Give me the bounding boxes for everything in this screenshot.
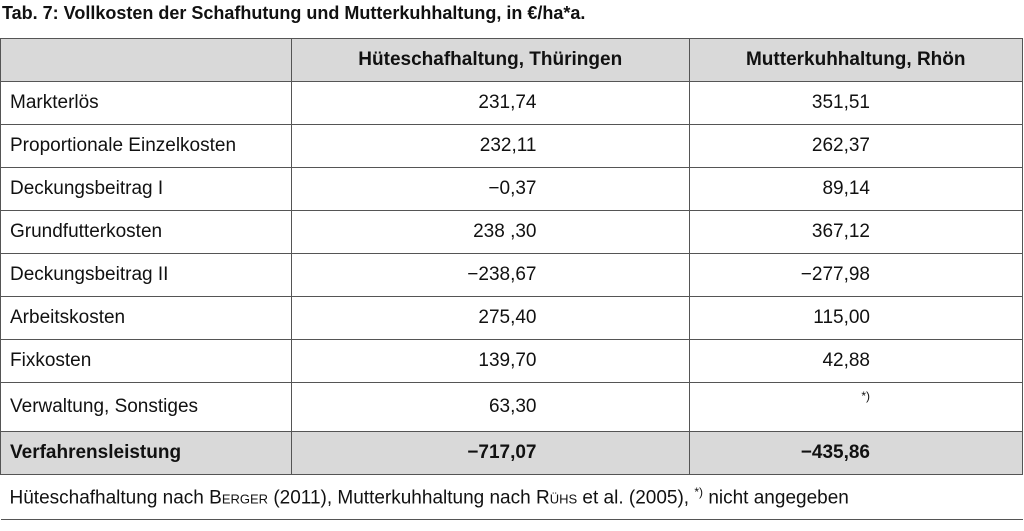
footnote-row: Hüteschafhaltung nach Berger (2011), Mut… (0, 474, 1023, 520)
row-label: Verfahrensleistung (0, 431, 292, 475)
value-cell: 42,88 (688, 339, 1023, 383)
row-label: Markterlös (0, 81, 292, 125)
value-cell: 63,30 (291, 382, 690, 432)
value-cell: 238 ,30 (291, 210, 690, 254)
footnote-part: Hüteschafhaltung nach (9, 487, 210, 509)
footnote-part: et al. (2005), (577, 487, 695, 509)
value-cell: 231,74 (291, 81, 690, 125)
footnote-part: *) (694, 484, 704, 499)
header-cell: Mutterkuhhaltung, Rhön (688, 38, 1023, 82)
value-cell: 262,37 (688, 124, 1023, 168)
value-cell: 275,40 (291, 296, 690, 340)
value-cell: −238,67 (291, 253, 690, 297)
value-cell: 89,14 (688, 167, 1023, 211)
row-label: Deckungsbeitrag I (0, 167, 292, 211)
data-row: Deckungsbeitrag II −238,67 −277,98 (0, 253, 1023, 297)
value-cell: −717,07 (291, 431, 690, 475)
total-row: Verfahrensleistung −717,07 −435,86 (0, 431, 1023, 475)
header-cell: Hüteschafhaltung, Thüringen (291, 38, 690, 82)
data-row: Proportionale Einzelkosten 232,11 262,37 (0, 124, 1023, 168)
value-cell: 232,11 (291, 124, 690, 168)
value-cell: 351,51 (688, 81, 1023, 125)
data-row: Fixkosten 139,70 42,88 (0, 339, 1023, 383)
row-label: Proportionale Einzelkosten (0, 124, 292, 168)
header-cell (0, 38, 292, 82)
footnote: Hüteschafhaltung nach Berger (2011), Mut… (0, 474, 1023, 520)
data-row: Verwaltung, Sonstiges 63,30 *) (0, 382, 1023, 432)
value-cell: 139,70 (291, 339, 690, 383)
row-label: Verwaltung, Sonstiges (0, 382, 292, 432)
value-cell: −0,37 (291, 167, 690, 211)
data-row: Markterlös 231,74 351,51 (0, 81, 1023, 125)
value-cell: −277,98 (688, 253, 1023, 297)
cost-table: Hüteschafhaltung, Thüringen Mutterkuhhalt… (0, 38, 1023, 520)
footnote-part: Berger (209, 487, 269, 509)
data-row: Deckungsbeitrag I −0,37 89,14 (0, 167, 1023, 211)
row-label: Grundfutterkosten (0, 210, 292, 254)
data-row: Grundfutterkosten 238 ,30 367,12 (0, 210, 1023, 254)
value-cell: *) (688, 382, 1023, 432)
data-row: Arbeitskosten 275,40 115,00 (0, 296, 1023, 340)
footnote-part: nicht angegeben (703, 487, 849, 509)
table-title: Tab. 7: Vollkosten der Schafhutung und M… (2, 3, 586, 23)
row-label: Arbeitskosten (0, 296, 292, 340)
footnote-part: (2011), Mutterkuhhaltung nach (268, 487, 536, 509)
value-cell: −435,86 (688, 431, 1023, 475)
row-label: Deckungsbeitrag II (0, 253, 292, 297)
value-cell: 115,00 (688, 296, 1023, 340)
row-label: Fixkosten (0, 339, 292, 383)
value-cell: 367,12 (688, 210, 1023, 254)
header-row: Hüteschafhaltung, Thüringen Mutterkuhhalt… (0, 38, 1023, 82)
footnote-part: Rühs (535, 487, 578, 509)
